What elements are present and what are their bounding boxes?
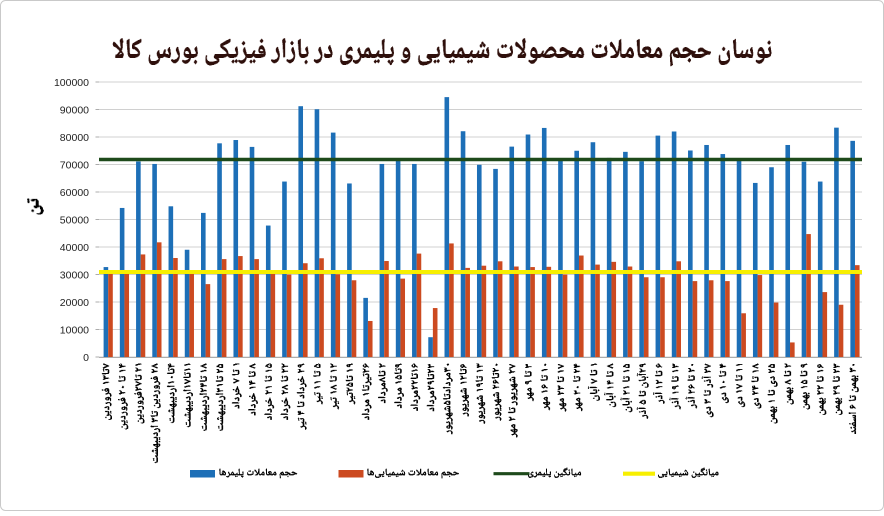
svg-text:50000: 50000 <box>60 214 89 226</box>
svg-text:0: 0 <box>83 352 89 364</box>
svg-text:80000: 80000 <box>60 132 89 144</box>
svg-text:100000: 100000 <box>54 77 89 89</box>
svg-text:60000: 60000 <box>60 187 89 199</box>
svg-text:40000: 40000 <box>60 242 89 254</box>
svg-text:30000: 30000 <box>60 269 89 281</box>
svg-text:70000: 70000 <box>60 159 89 171</box>
svg-text:90000: 90000 <box>60 104 89 116</box>
svg-text:20000: 20000 <box>60 297 89 309</box>
svg-text:10000: 10000 <box>60 324 89 336</box>
